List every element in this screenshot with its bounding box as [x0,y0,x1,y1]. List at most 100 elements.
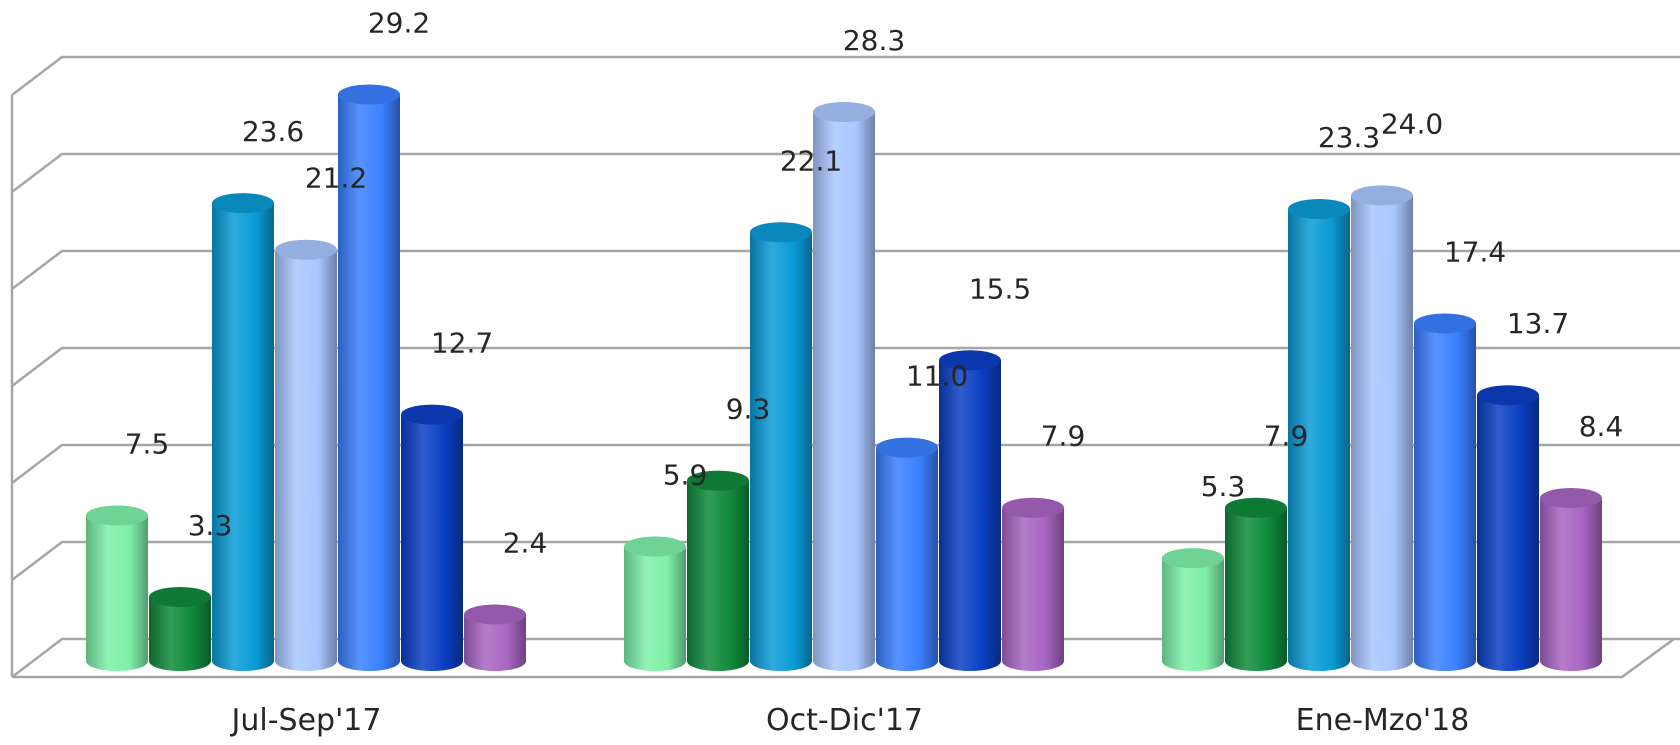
data-label: 11.0 [906,360,968,393]
bar-top [464,604,526,625]
data-label: 17.4 [1444,235,1506,268]
bar-body [212,203,274,671]
bar-top [1540,488,1602,509]
bar-body [464,614,526,671]
bar-body [1225,507,1287,671]
bar-body [624,546,686,671]
category-labels: Jul-Sep'17 Oct-Dic'17 Ene-Mzo'18 [230,703,1470,738]
data-label: 12.7 [431,327,493,360]
bar-2-2 [687,470,749,671]
bar-2-1 [624,536,686,671]
bar-body [86,515,148,671]
data-label: 28.3 [843,24,905,57]
bar-3-7 [1540,488,1602,671]
gridline [11,249,1680,290]
gridline [11,637,1680,678]
bar-1-1 [86,505,148,671]
bar-2-3 [750,222,812,671]
gridline [11,152,1680,193]
bar-body [750,232,812,671]
data-label: 7.9 [1264,420,1309,453]
gridlines [10,55,1680,679]
bar-body [149,596,211,671]
bar-top [1002,497,1064,518]
gridline [11,443,1680,484]
bar-top [1351,185,1413,206]
bar-top [1414,313,1476,334]
bar-2-5 [876,437,938,671]
bar-body [338,94,400,671]
bar-top [338,84,400,105]
bar-1-5 [338,84,400,671]
bar-top [275,239,337,260]
data-label: 24.0 [1381,107,1443,140]
floor-edge [12,637,1675,679]
bar-body [687,480,749,671]
bar-body [939,360,1001,671]
data-label: 5.9 [663,459,708,492]
data-label: 7.9 [1041,420,1086,453]
data-label: 13.7 [1507,307,1569,340]
bar-top [750,222,812,243]
data-label: 23.3 [1318,121,1380,154]
bar-body [1414,323,1476,671]
bar-1-7 [464,604,526,671]
category-label: Oct-Dic'17 [766,703,923,738]
bar-3-2 [1225,497,1287,671]
bar-top [687,470,749,491]
bar-body [1002,507,1064,671]
data-label: 2.4 [503,526,548,559]
bar-body [1162,558,1224,671]
gridline [11,55,1680,96]
bar-top [1288,198,1350,219]
bar-3-3 [1288,198,1350,672]
bar-2-7 [1002,497,1064,671]
bar-1-4 [275,239,337,671]
data-label: 15.5 [969,272,1031,305]
data-label: 8.4 [1579,410,1624,443]
bar-3-6 [1477,385,1539,671]
bar-2-6 [939,350,1001,671]
gridline [11,346,1680,387]
bar-1-3 [212,193,274,671]
bar-1-6 [401,404,463,671]
bar-top [1477,385,1539,406]
bar-top [876,437,938,458]
data-label: 29.2 [368,7,430,40]
bar-top [1225,497,1287,518]
bar-1-2 [149,586,211,671]
bar-body [1351,195,1413,671]
category-label: Jul-Sep'17 [230,703,382,738]
data-label: 3.3 [188,509,233,542]
bar-top [401,404,463,425]
data-label: 22.1 [780,144,842,177]
bar-body [275,249,337,671]
data-label: 21.2 [305,162,367,195]
bar-body [401,414,463,671]
bar-body [1540,498,1602,671]
bar-3-4 [1351,185,1413,671]
bar-top [149,586,211,607]
bar-body [876,447,938,671]
gridline [11,540,1680,581]
data-label: 5.3 [1201,470,1246,503]
bar-2-4 [813,101,875,672]
data-label: 7.5 [125,428,170,461]
data-labels: 7.5 3.3 23.621.2 29.2 12.7 2.4 5.9 9.3 22.1 28.3 1… [125,7,1624,560]
bar-top [813,101,875,122]
bar-top [212,193,274,214]
bar-top [86,505,148,526]
bar-body [813,111,875,672]
bar-3-5 [1414,313,1476,671]
bar-top [939,350,1001,371]
data-label: 23.6 [242,115,304,148]
bar-3-1 [1162,548,1224,671]
bar-body [1288,208,1350,672]
bar-top [624,536,686,557]
bar-series [86,84,1602,672]
bar-body [1477,395,1539,671]
data-label: 9.3 [726,393,771,426]
bar-top [1162,548,1224,569]
